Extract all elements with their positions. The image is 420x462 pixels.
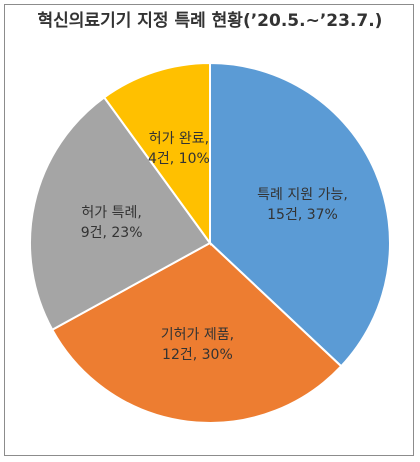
slice-label-특례-지원-가능: 특례 지원 가능, 15건, 37% [257,187,348,223]
chart-frame [4,4,414,456]
slice-name: 특례 지원 가능, [257,187,348,203]
pie-slice-특례-지원-가능 [209,61,391,368]
slice-label-허가-특례: 허가 특례, 9건, 23% [81,205,143,241]
slice-value: 15건, 37% [267,207,338,223]
pie-labels: 특례 지원 가능, 15건, 37% 기허가 제품, 12건, 30% 허가 특례, 9건… [81,131,348,363]
pie-slice-허가-완료 [102,61,211,247]
slice-name: 허가 완료, [149,131,209,147]
slice-label-기허가-제품: 기허가 제품, 12건, 30% [161,327,234,363]
slice-name: 기허가 제품, [161,327,234,343]
pie-slice-허가-특례 [29,95,212,332]
slice-name: 허가 특례, [81,205,141,221]
slice-value: 12건, 30% [162,347,233,363]
slice-value: 4건, 10% [148,151,210,167]
slice-value: 9건, 23% [81,225,143,241]
slice-label-허가-완료: 허가 완료, 4건, 10% [148,131,210,167]
chart-title: 혁신의료기기 지정 특례 현황(’20.5.~’23.7.) [37,11,383,31]
pie-slice-기허가-제품 [50,241,343,424]
pie-slices [29,61,391,424]
